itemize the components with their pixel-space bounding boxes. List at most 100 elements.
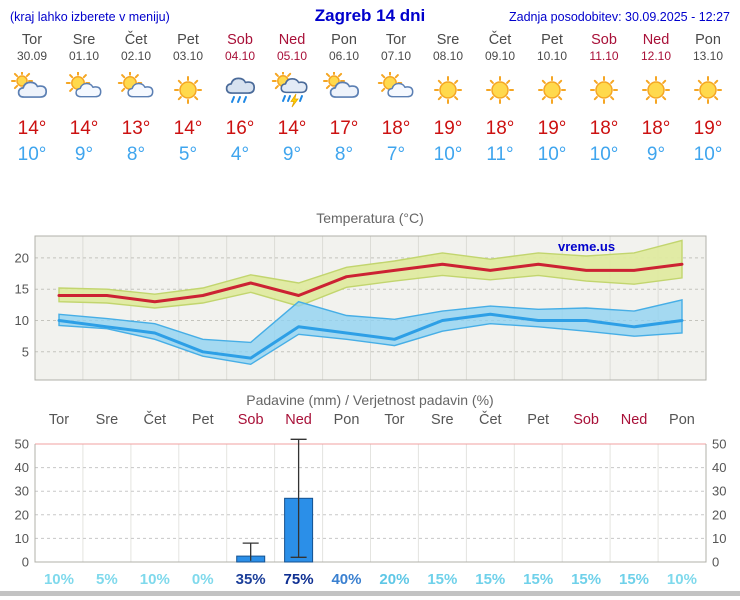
sun-cloud-icon xyxy=(110,71,162,111)
forecast-day-column: Tor 30.09 14° 10° xyxy=(6,32,58,166)
precip-probability: 20% xyxy=(379,571,410,588)
day-name: Sre xyxy=(72,32,96,48)
temp-min: 8° xyxy=(126,144,146,165)
day-date: 06.10 xyxy=(328,49,360,63)
forecast-day-column: Sre 01.10 14° 9° xyxy=(58,32,110,166)
temp-min: 8° xyxy=(334,144,354,165)
svg-text:5: 5 xyxy=(22,344,29,359)
temp-min: 10° xyxy=(537,144,567,165)
day-name: Pet xyxy=(177,32,199,48)
page-header: (kraj lahko izberete v meniju) Zagreb 14… xyxy=(0,0,740,26)
day-date: 08.10 xyxy=(432,49,464,63)
svg-text:30: 30 xyxy=(712,484,726,499)
day-name: Ned xyxy=(278,32,306,48)
forecast-day-column: Čet 02.10 13° 8° xyxy=(110,32,162,166)
temp-min: 11° xyxy=(486,144,514,165)
precip-day-label: Pet xyxy=(191,412,214,428)
svg-text:0: 0 xyxy=(712,555,719,570)
precip-probability: 10% xyxy=(139,571,170,588)
precip-day-label: Pet xyxy=(527,412,550,428)
location-menu-hint: (kraj lahko izberete v meniju) xyxy=(10,10,170,24)
forecast-day-column: Ned 12.10 18° 9° xyxy=(630,32,682,166)
temp-min: 10° xyxy=(693,144,723,165)
cloud-sun-icon xyxy=(6,71,58,111)
svg-text:50: 50 xyxy=(712,437,726,452)
sun-cloud-icon xyxy=(370,71,422,111)
svg-text:20: 20 xyxy=(15,250,29,265)
day-name: Čet xyxy=(488,32,512,48)
cloud-sun-icon xyxy=(318,71,370,111)
precip-day-label: Čet xyxy=(478,412,502,428)
temp-max: 19° xyxy=(693,118,723,139)
forecast-day-column: Sob 04.10 16° 4° xyxy=(214,32,266,166)
forecast-day-column: Tor 07.10 18° 7° xyxy=(370,32,422,166)
sun-icon xyxy=(162,71,214,111)
svg-text:vreme.us: vreme.us xyxy=(558,239,615,254)
precip-probability: 15% xyxy=(523,571,554,588)
svg-text:30: 30 xyxy=(15,484,29,499)
forecast-day-column: Pet 03.10 14° 5° xyxy=(162,32,214,166)
forecast-days-row: Tor 30.09 14° 10° Sre 01.10 14° 9° Čet 02.10 13° 8°… xyxy=(0,26,740,166)
svg-text:0: 0 xyxy=(22,555,29,570)
last-updated-label: Zadnja posodobitev: 30.09.2025 - 12:27 xyxy=(508,10,730,24)
temp-max: 14° xyxy=(173,118,203,139)
svg-text:40: 40 xyxy=(15,460,29,475)
temp-max: 14° xyxy=(277,118,307,139)
temp-min: 9° xyxy=(74,144,94,165)
page-bottom-strip xyxy=(0,591,740,596)
precip-probability: 40% xyxy=(331,571,362,588)
day-date: 07.10 xyxy=(380,49,412,63)
precip-day-label: Sob xyxy=(573,412,599,428)
forecast-day-column: Pon 13.10 19° 10° xyxy=(682,32,734,166)
day-name: Pon xyxy=(331,32,357,48)
day-date: 05.10 xyxy=(276,49,308,63)
precip-day-label: Sre xyxy=(431,412,454,428)
precipitation-chart: 0 0 10 10 20 20 30 30 40 40 50 50 xyxy=(15,437,727,570)
temp-max: 18° xyxy=(381,118,411,139)
rain-icon xyxy=(214,71,266,111)
temp-min: 7° xyxy=(386,144,406,165)
day-name: Sre xyxy=(436,32,460,48)
page-title: Zagreb 14 dni xyxy=(314,6,426,25)
day-name: Pon xyxy=(695,32,721,48)
day-date: 03.10 xyxy=(172,49,204,63)
forecast-day-column: Ned 05.10 14° 9° xyxy=(266,32,318,166)
rain-sun-icon xyxy=(266,71,318,111)
forecast-day-column: Pet 10.10 19° 10° xyxy=(526,32,578,166)
day-date: 13.10 xyxy=(692,49,724,63)
precip-day-label: Ned xyxy=(285,412,312,428)
precip-day-label: Sob xyxy=(237,412,264,428)
day-date: 09.10 xyxy=(484,49,516,63)
temp-max: 18° xyxy=(485,118,515,139)
precip-day-label: Pon xyxy=(669,412,695,428)
precip-probability: 15% xyxy=(619,571,650,588)
temp-max: 19° xyxy=(433,118,463,139)
temp-min: 9° xyxy=(282,144,302,165)
temp-min: 5° xyxy=(178,144,198,165)
day-date: 12.10 xyxy=(640,49,672,63)
temperature-chart: 5 10 15 20 vreme.us xyxy=(15,235,707,381)
svg-text:15: 15 xyxy=(15,282,29,297)
temp-min: 10° xyxy=(17,144,47,165)
precip-probability: 5% xyxy=(96,571,118,588)
precip-probability: 35% xyxy=(235,571,266,588)
day-name: Čet xyxy=(124,32,148,48)
temp-max: 19° xyxy=(537,118,567,139)
sun-icon xyxy=(526,71,578,111)
day-name: Sob xyxy=(227,32,253,48)
temperature-chart-title: Temperatura (°C) xyxy=(316,210,424,226)
temp-max: 14° xyxy=(17,118,47,139)
day-date: 01.10 xyxy=(68,49,100,63)
temp-max: 14° xyxy=(69,118,99,139)
precip-probability: 15% xyxy=(475,571,506,588)
sun-icon xyxy=(474,71,526,111)
precip-probability: 15% xyxy=(427,571,458,588)
precip-day-axis: Tor Sre Čet Pet Sob Ned Pon Tor Sre Čet Pet Sob Ned P… xyxy=(0,412,740,428)
precip-day-label: Tor xyxy=(384,412,405,428)
day-name: Tor xyxy=(21,32,43,48)
temp-min: 4° xyxy=(230,144,250,165)
temp-max: 13° xyxy=(121,118,151,139)
sun-cloud-icon xyxy=(58,71,110,111)
temp-max: 16° xyxy=(225,118,255,139)
temp-max: 18° xyxy=(589,118,619,139)
